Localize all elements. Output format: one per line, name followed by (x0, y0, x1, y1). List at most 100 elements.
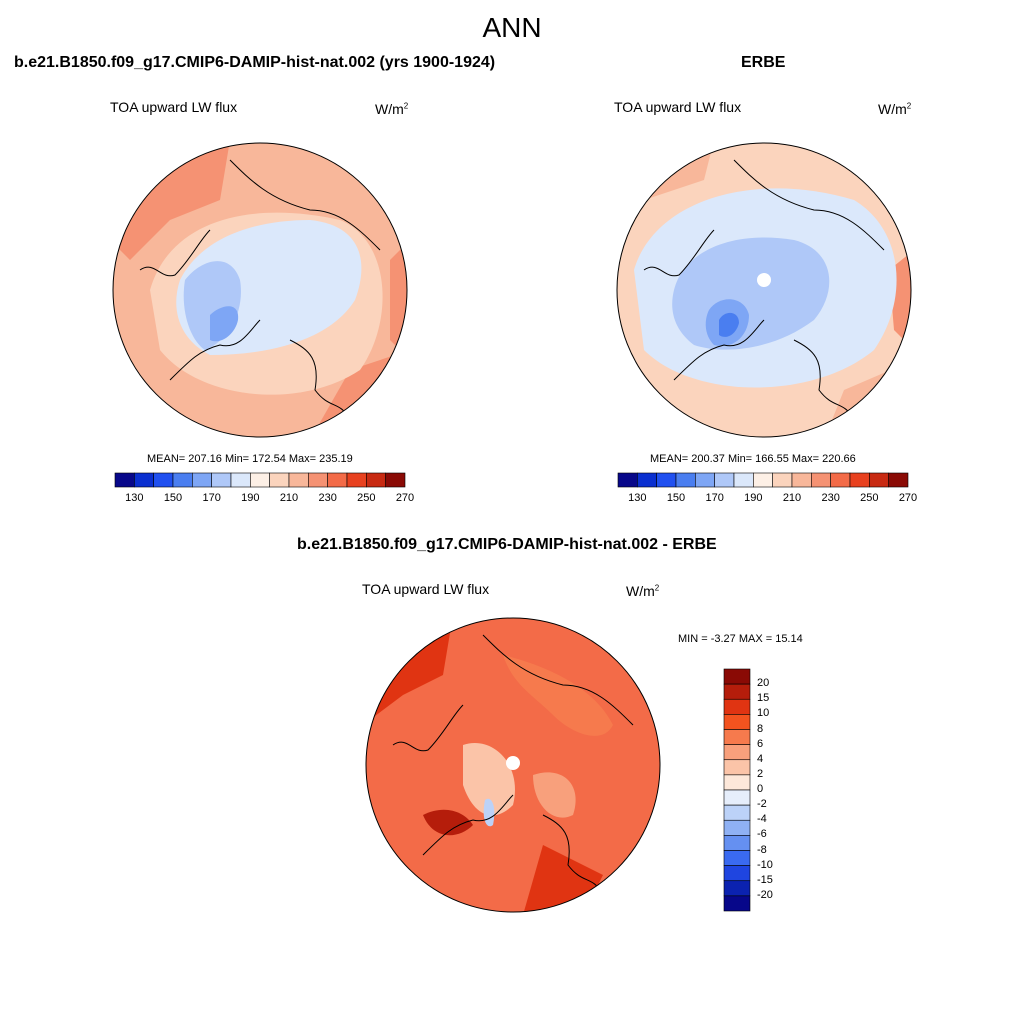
panel-2-colorbar (617, 472, 909, 488)
colorbar-tick-label: -6 (757, 828, 767, 841)
colorbar-tick-label: 270 (898, 492, 918, 504)
colorbar-swatch (723, 865, 751, 882)
colorbar-tick-label: 210 (279, 492, 299, 504)
colorbar-tick-label: 170 (202, 492, 221, 504)
colorbar-swatch (192, 472, 212, 488)
colorbar-tick-label: 8 (757, 722, 764, 735)
colorbar-swatch (327, 472, 348, 488)
colorbar-tick-label: -20 (757, 888, 773, 901)
colorbar-tick-label: -15 (757, 873, 773, 886)
panel-2-units: W/m2 (878, 101, 912, 117)
colorbar-swatch (733, 472, 754, 488)
colorbar-swatch (723, 789, 751, 806)
panel-3-coastline (392, 634, 634, 896)
colorbar-swatch (723, 804, 751, 821)
colorbar-swatch (791, 472, 812, 488)
colorbar-swatch (695, 472, 715, 488)
colorbar-swatch (723, 759, 751, 776)
colorbar-swatch (723, 744, 751, 761)
colorbar-tick-label: 0 (757, 783, 764, 795)
colorbar-tick-label: 230 (821, 492, 840, 504)
colorbar-swatch (830, 472, 851, 488)
colorbar-swatch (346, 472, 367, 488)
panel-1-coastline (139, 159, 381, 421)
panel-3-pole-gap (506, 756, 520, 770)
panel-1-colorbar (114, 472, 406, 488)
panel-2-map (616, 142, 912, 438)
colorbar-tick-label: 2 (757, 767, 764, 780)
colorbar-swatch (772, 472, 793, 488)
colorbar-tick-label: 150 (666, 492, 686, 504)
colorbar-swatch (308, 472, 328, 488)
colorbar-swatch (269, 472, 290, 488)
panel-1-ice-dark (210, 306, 239, 342)
colorbar-tick-label: -4 (757, 813, 767, 826)
colorbar-swatch (723, 774, 751, 791)
panel-1-colorbar-labels: 130 150 170 190 210 230 250 270 (115, 492, 414, 506)
colorbar-swatch (723, 698, 751, 715)
panel-3-light-region (503, 655, 613, 736)
colorbar-swatch (385, 472, 406, 488)
colorbar-tick-label: 150 (163, 492, 183, 504)
panel-3-light-region (463, 743, 515, 816)
colorbar-tick-label: -8 (757, 843, 767, 856)
colorbar-swatch (366, 472, 386, 488)
panel-3-stats: MIN = -3.27 MAX = 15.14 (678, 633, 803, 645)
panel-3-units: W/m2 (626, 583, 660, 599)
colorbar-tick-label: 250 (357, 492, 376, 504)
colorbar-swatch (753, 472, 773, 488)
panel-2-pole-gap (757, 273, 771, 287)
colorbar-tick-label: 10 (757, 707, 770, 720)
panel-2-variable: TOA upward LW flux (614, 99, 742, 115)
panel-1-stats: MEAN= 207.16 Min= 172.54 Max= 235.19 (147, 453, 353, 465)
colorbar-tick-label: 250 (860, 492, 879, 504)
colorbar-tick-label: 190 (744, 492, 763, 504)
colorbar-tick-label: 130 (628, 492, 647, 504)
colorbar-swatch (723, 880, 751, 897)
panel-3-light-region (533, 772, 576, 818)
panel-2-coastline (643, 159, 885, 421)
colorbar-tick-label: 20 (757, 677, 770, 690)
colorbar-tick-label: 270 (395, 492, 415, 504)
panel-3-map (365, 617, 661, 913)
panel-1-map (112, 142, 408, 438)
panel-2-ice-darkest (719, 312, 739, 337)
panel-2-stats: MEAN= 200.37 Min= 166.55 Max= 220.66 (650, 453, 856, 465)
colorbar-tick-label: 130 (125, 492, 144, 504)
colorbar-swatch (723, 668, 751, 685)
panel-1-units: W/m2 (375, 101, 409, 117)
colorbar-tick-label: 210 (782, 492, 802, 504)
panel-1-variable: TOA upward LW flux (110, 99, 238, 115)
colorbar-swatch (250, 472, 270, 488)
panel-3-dark-region (423, 809, 473, 836)
colorbar-tick-label: 6 (757, 737, 764, 750)
colorbar-swatch (134, 472, 154, 488)
colorbar-swatch (723, 895, 751, 912)
colorbar-swatch (723, 714, 751, 730)
colorbar-swatch (153, 472, 174, 488)
colorbar-swatch (656, 472, 677, 488)
colorbar-tick-label: -10 (757, 858, 773, 871)
colorbar-tick-label: 15 (757, 692, 770, 705)
colorbar-swatch (617, 472, 638, 488)
colorbar-swatch (172, 472, 193, 488)
panel-3-variable: TOA upward LW flux (362, 581, 490, 597)
panel-3-colorbar (723, 668, 751, 912)
colorbar-swatch (869, 472, 889, 488)
colorbar-swatch (723, 819, 751, 836)
page-title: ANN (482, 12, 542, 43)
colorbar-swatch (888, 472, 909, 488)
colorbar-tick-label: 190 (241, 492, 260, 504)
colorbar-swatch (230, 472, 251, 488)
colorbar-swatch (211, 472, 232, 488)
colorbar-swatch (723, 835, 751, 851)
panel-2-title: ERBE (741, 54, 786, 71)
colorbar-swatch (723, 850, 751, 866)
panel-3-colorbar-labels: 20 15 10 8 6 4 2 0 -2 -4 -6 -8 -10 -15 -20 (757, 669, 797, 911)
colorbar-swatch (675, 472, 696, 488)
colorbar-swatch (288, 472, 309, 488)
panel-2-colorbar-labels: 130 150 170 190 210 230 250 270 (618, 492, 917, 506)
panel-3-title: b.e21.B1850.f09_g17.CMIP6-DAMIP-hist-nat… (297, 536, 717, 553)
colorbar-swatch (811, 472, 831, 488)
colorbar-tick-label: 170 (705, 492, 724, 504)
